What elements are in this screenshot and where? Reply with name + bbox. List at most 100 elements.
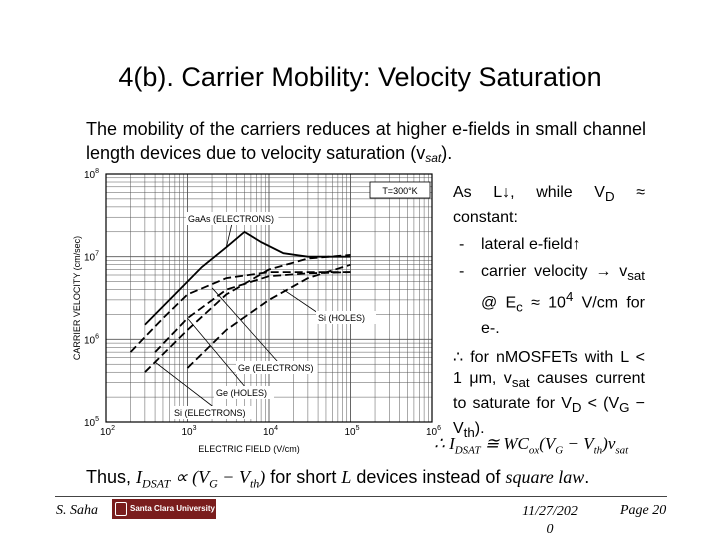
series-label-bg bbox=[172, 406, 254, 419]
series-label-bg bbox=[236, 361, 318, 374]
bullet-2-d: V/cm for e-. bbox=[481, 294, 645, 337]
bullet-2-sub2: c bbox=[516, 299, 523, 315]
conclusion-b: causes current to saturate for V bbox=[453, 369, 645, 413]
bullet-1: - lateral e-field↑ bbox=[453, 234, 645, 255]
y-tick-label: 105 bbox=[84, 416, 99, 429]
conclusion-sub3: G bbox=[619, 400, 630, 416]
bottom-f: devices instead of bbox=[351, 467, 506, 487]
conclusion-sub: sat bbox=[511, 375, 530, 391]
series-label-bg bbox=[186, 212, 279, 225]
eq-b: ≅ WC bbox=[480, 434, 529, 453]
leader-line bbox=[211, 287, 280, 364]
bullet-2-b: @ E bbox=[481, 294, 517, 312]
series-line-si-electrons bbox=[144, 254, 351, 373]
logo-text: Santa Clara University bbox=[130, 504, 215, 513]
series-line-ge-electrons bbox=[129, 271, 351, 353]
idsat-equation: ∴ IDSAT ≅ WCox(VG − Vth)vsat bbox=[434, 434, 628, 456]
bottom-a: Thus, bbox=[86, 467, 137, 487]
right-intro: As L↓, while VD ≈ constant: bbox=[453, 182, 645, 228]
right-intro-sub: D bbox=[604, 189, 615, 205]
bottom-g: . bbox=[584, 467, 590, 487]
temperature-box bbox=[369, 181, 431, 199]
series-label: Si (ELECTRONS) bbox=[174, 408, 246, 418]
eq-sub4: th bbox=[593, 444, 603, 457]
series-label: Si (HOLES) bbox=[318, 313, 365, 323]
series-label: Ge (HOLES) bbox=[216, 388, 267, 398]
seal-icon bbox=[115, 502, 127, 516]
y-axis-label: CARRIER VELOCITY (cm/sec) bbox=[72, 236, 82, 360]
bullet-2-a: carrier velocity → v bbox=[481, 263, 628, 281]
eq-e: )v bbox=[602, 434, 616, 453]
x-tick-label: 103 bbox=[182, 425, 197, 438]
intro-end: ). bbox=[441, 143, 453, 163]
conclusion-a: ∴ for nMOSFETs with L < 1 μm, v bbox=[453, 348, 645, 387]
series-line-gaas-electrons bbox=[144, 230, 351, 326]
conclusion: ∴ for nMOSFETs with L < 1 μm, vsat cause… bbox=[453, 347, 645, 444]
intro-sub: sat bbox=[425, 151, 442, 165]
conclusion-d: − V bbox=[453, 395, 645, 438]
leader-line bbox=[187, 317, 247, 389]
bottom-c: − V bbox=[217, 467, 250, 487]
bottom-d: ) bbox=[259, 467, 266, 487]
y-tick-label: 107 bbox=[84, 251, 99, 264]
y-tick-label: 106 bbox=[84, 333, 99, 346]
bottom-thsub: th bbox=[249, 476, 260, 491]
bottom-statement: Thus, IDSAT ∝ (VG − Vth) for short L dev… bbox=[86, 467, 589, 492]
bullet-1-dash: - bbox=[459, 236, 465, 254]
date-line-1: 11/27/202 bbox=[522, 504, 578, 519]
series-line-si-holes bbox=[186, 263, 351, 369]
conclusion-e: ). bbox=[474, 420, 485, 438]
series-label: Ge (ELECTRONS) bbox=[238, 363, 314, 373]
bottom-L: L bbox=[341, 467, 352, 487]
right-text-block: As L↓, while VD ≈ constant: - lateral e-… bbox=[453, 182, 645, 443]
date-line-2: 0 bbox=[546, 522, 554, 537]
bullet-2-sup: 4 bbox=[565, 289, 574, 305]
intro-paragraph: The mobility of the carriers reduces at … bbox=[86, 117, 646, 170]
bullet-2-dash: - bbox=[459, 263, 465, 281]
right-intro-b: ≈ constant: bbox=[453, 184, 645, 227]
plot-frame bbox=[105, 173, 433, 423]
series-label-bg bbox=[214, 386, 274, 399]
eq-d: − V bbox=[563, 434, 594, 453]
bottom-isub: DSAT bbox=[142, 476, 171, 491]
footer-date: 11/27/202 0 bbox=[520, 503, 580, 539]
footer-author: S. Saha bbox=[56, 503, 98, 518]
bottom-square-law: square law bbox=[505, 467, 585, 487]
bullet-2: - carrier velocity → vsat @ Ec ≈ 104 V/c… bbox=[453, 261, 645, 339]
velocity-field-chart: 102 103 104 105 106 105 106 107 108 ELECTRIC FIEL… bbox=[68, 166, 446, 462]
slide-title: 4(b). Carrier Mobility: Velocity Saturat… bbox=[118, 62, 602, 92]
leader-line bbox=[283, 289, 319, 314]
bullet-2-c: ≈ 10 bbox=[522, 294, 566, 312]
bullet-2-sub: sat bbox=[627, 268, 645, 284]
bottom-b: ∝ (V bbox=[170, 467, 210, 487]
eq-sub1: DSAT bbox=[454, 444, 481, 457]
eq-sub5: sat bbox=[615, 444, 629, 457]
conclusion-sub2: D bbox=[571, 400, 582, 416]
temperature-label: T=300°K bbox=[382, 186, 417, 196]
bottom-e: for short bbox=[265, 467, 342, 487]
page-number: Page 20 bbox=[620, 503, 667, 518]
footer-divider bbox=[55, 496, 667, 497]
leader-line bbox=[154, 361, 216, 409]
series-line-ge-holes bbox=[154, 271, 351, 353]
y-tick-label: 108 bbox=[84, 168, 99, 181]
bullet-2-text: carrier velocity → vsat @ Ec ≈ 104 V/cm … bbox=[481, 261, 645, 339]
series-label: GaAs (ELECTRONS) bbox=[188, 214, 274, 224]
bullet-1-text: lateral e-field↑ bbox=[481, 236, 581, 254]
bottom-i: I bbox=[136, 467, 143, 487]
intro-text: The mobility of the carriers reduces at … bbox=[86, 119, 646, 163]
x-axis-label: ELECTRIC FIELD (V/cm) bbox=[198, 444, 300, 454]
x-tick-label: 104 bbox=[263, 425, 278, 438]
conclusion-c: < (V bbox=[581, 395, 620, 413]
right-intro-a: As L↓, while V bbox=[453, 184, 605, 201]
university-logo: Santa Clara University bbox=[112, 499, 216, 519]
eq-sub3: G bbox=[555, 444, 564, 457]
series-label-bg bbox=[316, 311, 376, 324]
eq-c: (V bbox=[539, 434, 556, 453]
eq-sub2: ox bbox=[528, 444, 540, 457]
x-tick-label: 105 bbox=[345, 425, 360, 438]
eq-a: ∴ I bbox=[434, 434, 455, 453]
bottom-gsub: G bbox=[209, 476, 218, 491]
x-tick-label: 102 bbox=[100, 425, 115, 438]
